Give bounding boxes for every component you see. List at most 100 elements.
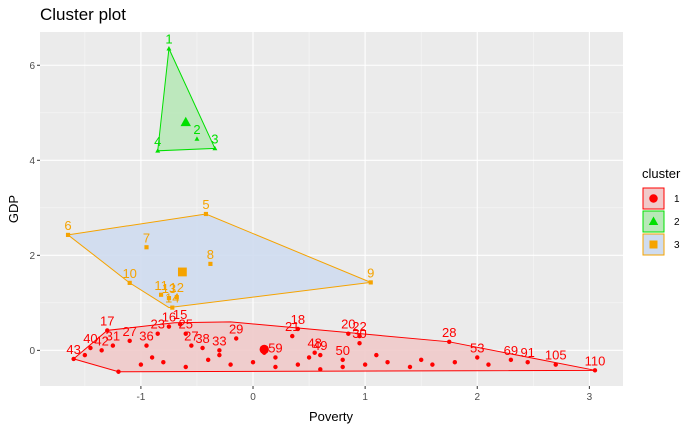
point-cluster-1 — [362, 362, 368, 367]
point-cluster-3 — [174, 295, 179, 300]
point-cluster-1 — [116, 369, 121, 374]
point-cluster-1 — [357, 341, 362, 346]
point-cluster-3 — [166, 296, 172, 301]
point-label: 50 — [335, 343, 349, 358]
point-cluster-1 — [155, 331, 160, 336]
point-cluster-1 — [144, 343, 149, 348]
legend-marker-2 — [648, 216, 659, 225]
legend-items: 1 2 3 — [642, 187, 680, 256]
y-axis-ticks: 0 2 4 6 — [29, 61, 40, 357]
point-cluster-1 — [138, 362, 144, 367]
point-cluster-1 — [525, 360, 530, 365]
point-cluster-1 — [177, 322, 183, 327]
point-cluster-1 — [430, 362, 435, 367]
point-cluster-1 — [99, 348, 104, 353]
cluster-hulls — [66, 46, 596, 373]
point-cluster-1 — [295, 362, 301, 367]
point-cluster-3 — [368, 280, 373, 285]
point-label: 27 — [184, 329, 198, 344]
point-cluster-1 — [127, 338, 132, 344]
point-label: 33 — [212, 333, 226, 348]
point-cluster-1 — [273, 355, 278, 360]
x-axis-ticks: -1 0 1 2 3 — [136, 386, 593, 403]
legend-label-2: 2 — [674, 217, 680, 228]
point-cluster-1 — [161, 360, 166, 365]
point-cluster-1 — [71, 356, 76, 362]
point-label: 18 — [291, 312, 305, 327]
y-axis-title: GDP — [6, 195, 21, 223]
point-cluster-1 — [189, 343, 194, 348]
point-label: 29 — [229, 321, 243, 336]
point-cluster-3 — [65, 232, 71, 237]
point-label: 27 — [122, 324, 136, 339]
point-label: 69 — [504, 343, 518, 358]
y-tick-label: 6 — [29, 61, 35, 72]
point-cluster-1 — [88, 345, 93, 351]
point-label: 17 — [100, 313, 114, 328]
point-cluster-1 — [228, 362, 233, 367]
point-cluster-1 — [250, 360, 256, 365]
legend-label-3: 3 — [674, 240, 680, 251]
point-cluster-1 — [217, 352, 222, 358]
y-tick-label: 4 — [29, 156, 35, 167]
point-label: 21 — [285, 319, 299, 334]
point-label: 11 — [154, 278, 168, 293]
x-tick-label: 3 — [587, 392, 593, 403]
point-label: 30 — [352, 326, 366, 341]
point-cluster-1 — [374, 352, 379, 358]
point-cluster-1 — [273, 364, 278, 370]
point-label: 48 — [307, 336, 321, 351]
point-label: 40 — [83, 331, 97, 346]
hull-cluster-3 — [66, 213, 373, 309]
point-label: 38 — [195, 331, 209, 346]
legend: cluster 1 2 3 — [642, 166, 681, 256]
point-cluster-1 — [183, 364, 188, 370]
point-cluster-1 — [385, 360, 390, 365]
point-cluster-1 — [233, 336, 239, 341]
legend-label-1: 1 — [674, 194, 680, 205]
point-cluster-2 — [166, 46, 172, 51]
point-cluster-3 — [170, 305, 175, 310]
point-cluster-3 — [127, 280, 132, 285]
point-cluster-1 — [290, 333, 295, 339]
y-tick-label: 2 — [29, 251, 35, 262]
point-label: 6 — [64, 218, 71, 233]
point-label: 8 — [207, 247, 214, 262]
point-cluster-3 — [208, 261, 213, 266]
point-label: 105 — [545, 348, 567, 363]
x-tick-label: 1 — [362, 392, 368, 403]
point-cluster-1 — [306, 355, 312, 360]
point-cluster-1 — [295, 326, 301, 332]
point-cluster-1 — [312, 350, 317, 355]
point-cluster-1 — [166, 324, 172, 329]
y-tick-label: 0 — [29, 346, 35, 357]
point-label: 16 — [162, 310, 176, 325]
point-cluster-1 — [105, 328, 110, 333]
point-cluster-1 — [318, 352, 323, 358]
centroid-cluster-2 — [180, 116, 191, 127]
point-cluster-1 — [407, 364, 413, 370]
point-cluster-1 — [486, 362, 491, 367]
point-label: 13 — [162, 281, 176, 296]
point-cluster-1 — [475, 355, 480, 360]
point-label: 15 — [173, 307, 187, 322]
point-label: 20 — [341, 317, 355, 332]
point-cluster-1 — [452, 360, 458, 365]
point-cluster-1 — [357, 333, 362, 339]
point-cluster-1 — [340, 364, 345, 370]
point-cluster-1 — [183, 331, 188, 336]
legend-marker-1 — [649, 194, 658, 203]
point-label: 91 — [520, 345, 534, 360]
point-label: 31 — [106, 329, 120, 344]
data-points — [65, 46, 598, 374]
point-cluster-1 — [340, 357, 345, 363]
point-cluster-3 — [144, 245, 149, 250]
chart-title: Cluster plot — [40, 5, 126, 24]
point-cluster-2 — [155, 148, 161, 153]
point-label: 22 — [352, 319, 366, 334]
point-cluster-1 — [200, 345, 205, 351]
point-cluster-3 — [203, 211, 209, 217]
point-cluster-1 — [447, 339, 452, 345]
point-cluster-1 — [418, 357, 424, 363]
point-label: 49 — [313, 338, 327, 353]
